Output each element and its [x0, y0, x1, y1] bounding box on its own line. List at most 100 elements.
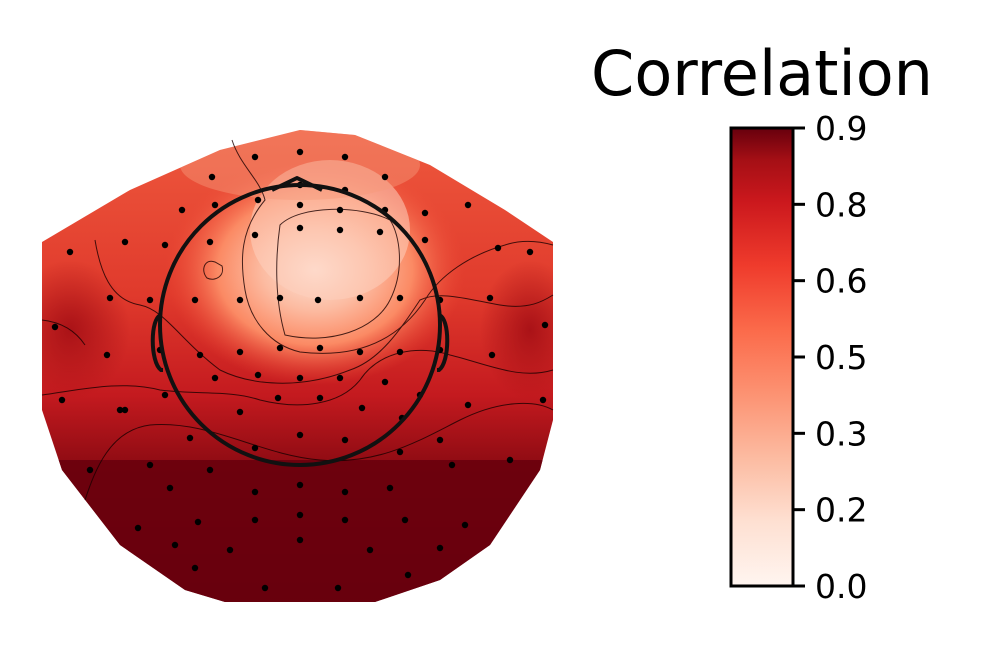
sensor-dot	[494, 244, 502, 252]
sensor-dot	[296, 511, 304, 519]
sensor-dot	[86, 466, 94, 474]
sensor-dot	[178, 206, 186, 214]
sensor-dot	[336, 374, 344, 382]
sensor-dot	[296, 481, 304, 489]
sensor-dot	[276, 344, 284, 352]
sensor-dot	[526, 248, 534, 256]
sensor-dot	[541, 321, 549, 329]
sensor-dot	[296, 431, 304, 439]
colorbar-tick-label: 0.5	[815, 338, 867, 377]
sensor-dot	[396, 294, 404, 302]
sensor-dot	[396, 348, 404, 356]
sensor-dot	[276, 294, 284, 302]
sensor-dot	[261, 584, 269, 592]
sensor-dot	[236, 296, 244, 304]
sensor-dot	[436, 544, 444, 552]
sensor-dot	[186, 434, 194, 442]
colorbar-tick-label: 0.3	[815, 414, 867, 453]
sensor-dot	[274, 394, 282, 402]
sensor-dot	[236, 348, 244, 356]
colorbar-tick-label: 0.0	[815, 567, 867, 606]
sensor-dot	[211, 374, 219, 382]
sensor-dot	[103, 351, 111, 359]
sensor-dot	[401, 516, 409, 524]
sensor-dot	[166, 484, 174, 492]
sensor-dot	[116, 406, 124, 414]
sensor-dot	[254, 371, 262, 379]
colorbar: Correlation 0.0 0.2 0.3 0.5 0.6 0.8 0.9	[591, 37, 933, 606]
sensor-dot	[376, 228, 384, 236]
sensor-dot	[236, 408, 244, 416]
sensor-dot	[296, 224, 304, 232]
sensor-dot	[194, 518, 202, 526]
sensor-dot	[296, 201, 304, 209]
colorbar-gradient	[729, 126, 795, 588]
sensor-dot	[121, 406, 129, 414]
sensor-dot	[336, 226, 344, 234]
sensor-dot	[334, 584, 342, 592]
sensor-dot	[251, 444, 259, 452]
colorbar-tick-label: 0.9	[815, 109, 867, 148]
sensor-dot	[488, 351, 496, 359]
sensor-dot	[396, 448, 404, 456]
sensor-dot	[296, 148, 304, 156]
sensor-dot	[381, 173, 389, 181]
sensor-dot	[146, 296, 154, 304]
sensor-dot	[196, 351, 204, 359]
sensor-dot	[356, 348, 364, 356]
colorbar-label: Correlation	[591, 37, 933, 110]
sensor-dot	[386, 484, 394, 492]
sensor-dot	[206, 466, 214, 474]
sensor-dot	[208, 173, 216, 181]
sensor-dot	[51, 323, 59, 331]
sensor-dot	[251, 231, 259, 239]
sensor-dot	[226, 546, 234, 554]
sensor-dot	[436, 436, 444, 444]
sensor-dot	[539, 396, 547, 404]
sensor-dot	[316, 394, 324, 402]
sensor-dot	[461, 521, 469, 529]
sensor-dot	[314, 296, 322, 304]
sensor-dot	[146, 461, 154, 469]
sensor-dot	[486, 294, 494, 302]
sensor-dot	[191, 564, 199, 572]
sensor-dot	[358, 404, 366, 412]
sensor-dot	[206, 238, 214, 246]
sensor-dot	[421, 209, 429, 217]
sensor-dot	[251, 488, 259, 496]
sensor-dot	[356, 294, 364, 302]
sensor-dot	[161, 241, 169, 249]
sensor-dot	[134, 524, 142, 532]
colorbar-tick-label: 0.2	[815, 491, 867, 530]
sensor-dot	[66, 248, 74, 256]
sensor-dot	[464, 201, 472, 209]
sensor-dot	[336, 206, 344, 214]
sensor-dot	[106, 294, 114, 302]
colorbar-ticks: 0.0 0.2 0.3 0.5 0.6 0.8 0.9	[793, 109, 867, 606]
sensor-dot	[296, 374, 304, 382]
sensor-dot	[421, 236, 429, 244]
colorbar-tick-label: 0.8	[815, 185, 867, 224]
contour-lines	[41, 139, 554, 501]
sensor-dot	[251, 153, 259, 161]
sensor-dot	[211, 201, 219, 209]
sensor-dot	[254, 196, 262, 204]
sensor-dot	[171, 541, 179, 549]
sensor-dot	[191, 296, 199, 304]
sensor-dot	[448, 461, 456, 469]
sensor-dot	[251, 516, 259, 524]
sensor-dot	[381, 378, 389, 386]
sensor-dot	[341, 153, 349, 161]
sensor-dot	[316, 344, 324, 352]
head-outline	[150, 176, 450, 467]
sensor-dot	[404, 571, 412, 579]
sensor-dot	[506, 456, 514, 464]
sensor-dot	[161, 391, 169, 399]
sensor-dot	[341, 488, 349, 496]
colorbar-tick-label: 0.6	[815, 262, 867, 301]
sensor-dot	[464, 401, 472, 409]
interpolated-field	[42, 130, 553, 602]
sensor-dot	[58, 396, 66, 404]
sensor-dot	[366, 546, 374, 554]
